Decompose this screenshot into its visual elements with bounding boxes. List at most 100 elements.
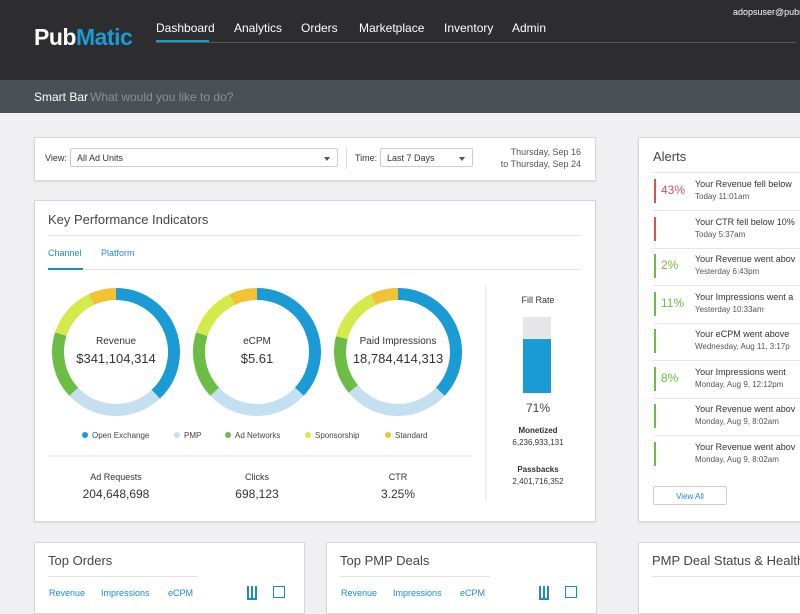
rule — [653, 172, 800, 173]
fill-bar — [523, 339, 551, 393]
alert-bar — [654, 404, 656, 428]
view-label: View: — [45, 153, 67, 163]
panel-title: PMP Deal Status & Health — [652, 553, 800, 568]
legend-label: Ad Networks — [235, 431, 280, 440]
donut-segment — [334, 336, 359, 393]
donut-segment — [88, 288, 117, 306]
alert-text[interactable]: Your Revenue fell below — [695, 179, 792, 189]
rule — [653, 397, 800, 399]
legend-label: Open Exchange — [92, 431, 150, 440]
tab[interactable]: Channel — [48, 248, 82, 258]
donut-segment — [336, 294, 377, 340]
logo[interactable]: PubMatic — [34, 24, 133, 51]
tab[interactable]: eCPM — [460, 588, 486, 598]
alerts-panel — [638, 137, 800, 522]
chart-icon[interactable] — [539, 586, 549, 600]
legend-dot — [305, 432, 311, 438]
nav-rule — [156, 42, 796, 43]
rule — [653, 210, 800, 211]
tab[interactable]: Revenue — [341, 588, 378, 598]
nav-item[interactable]: Analytics — [234, 21, 283, 35]
legend-dot — [82, 432, 88, 438]
alert-text[interactable]: Your Impressions went — [695, 366, 786, 377]
donut-label: Paid Impressions — [360, 336, 437, 347]
alert-text[interactable]: Your CTR fell below 10% — [695, 216, 795, 227]
fill-detail: Monetized — [518, 426, 557, 435]
alert-percent: 43% — [661, 183, 686, 197]
alert-bar — [654, 179, 656, 203]
alert-percent: 11% — [661, 295, 685, 310]
table-icon[interactable] — [565, 586, 577, 598]
nav-item[interactable]: Admin — [512, 21, 547, 35]
donut-segment — [397, 288, 462, 396]
stat-label: Clicks — [245, 472, 269, 482]
legend-dot — [174, 432, 180, 438]
donut-segment — [69, 387, 160, 416]
donut-label: eCPM — [243, 336, 271, 347]
tab[interactable]: Revenue — [49, 588, 86, 598]
alert-time: Monday, Aug 9, 12:12pm — [695, 379, 784, 389]
tab[interactable]: Platform — [101, 248, 135, 258]
rule — [652, 576, 800, 577]
rule — [653, 322, 800, 324]
rule — [48, 235, 580, 236]
donut-segment — [229, 288, 258, 306]
alert-percent: 2% — [661, 258, 679, 272]
nav-item[interactable]: Dashboard — [156, 21, 215, 35]
smart-bar-label: Smart Bar — [34, 90, 89, 104]
alert-bar — [654, 291, 656, 316]
donut-segment — [210, 387, 304, 416]
donut-segment — [370, 288, 399, 306]
rule — [48, 576, 198, 577]
tab[interactable]: eCPM — [168, 588, 194, 598]
view-all-button[interactable]: View All — [653, 486, 727, 505]
alert-text[interactable]: Your Revenue went abov — [695, 441, 796, 452]
kpi-title: Key Performance Indicators — [48, 212, 209, 227]
view-select[interactable]: All Ad Units — [70, 148, 338, 167]
donut-segment — [256, 288, 321, 396]
time-label: Time: — [355, 153, 378, 163]
rule — [48, 269, 580, 270]
legend-dot — [385, 432, 391, 438]
alert-time: Today 11:01am — [695, 192, 750, 201]
user[interactable]: adopsuser@pubm — [733, 7, 800, 17]
smart-bar-input[interactable]: What would you like to do? — [90, 90, 234, 104]
donut-segment — [196, 294, 236, 337]
alert-text[interactable]: Your Impressions went a — [695, 291, 794, 302]
donut-segment — [115, 288, 180, 399]
nav-underline — [156, 40, 209, 42]
alert-bar — [654, 329, 656, 353]
donut-value: $5.61 — [241, 351, 274, 366]
date-from: Thursday, Sep 16 — [510, 147, 581, 157]
alert-time: Yesterday 10:33am — [695, 304, 764, 314]
logo-text: Pub — [34, 24, 76, 50]
donut-value: 18,784,414,313 — [353, 351, 443, 366]
logo-text: Matic — [75, 24, 133, 50]
rule — [653, 435, 800, 436]
table-icon[interactable] — [273, 586, 285, 598]
donut-segment — [55, 294, 95, 337]
donut-value: $341,104,314 — [76, 351, 156, 366]
alert-percent: 8% — [661, 370, 679, 385]
nav-item[interactable]: Orders — [301, 21, 338, 35]
chart-icon[interactable] — [247, 586, 257, 600]
nav-item[interactable]: Marketplace — [359, 21, 425, 35]
stat-value: 698,123 — [235, 487, 279, 501]
divider — [346, 147, 347, 169]
alert-bar — [654, 254, 656, 278]
alert-time: Yesterday 6:43pm — [695, 267, 760, 276]
alert-bar — [654, 366, 656, 391]
nav-item[interactable]: Inventory — [444, 21, 494, 35]
time-select[interactable]: Last 7 Days — [380, 148, 473, 167]
donut-segment — [193, 332, 220, 396]
header — [0, 0, 800, 80]
tab[interactable]: Impressions — [393, 588, 442, 598]
rule — [340, 576, 490, 577]
alert-text[interactable]: Your Revenue went abov — [695, 404, 796, 414]
alert-text[interactable]: Your Revenue went abov — [695, 254, 796, 264]
alert-text[interactable]: Your eCPM went above — [695, 329, 790, 339]
alert-bar — [654, 441, 656, 466]
panel-title: Top Orders — [48, 553, 113, 568]
tab[interactable]: Impressions — [101, 588, 150, 598]
